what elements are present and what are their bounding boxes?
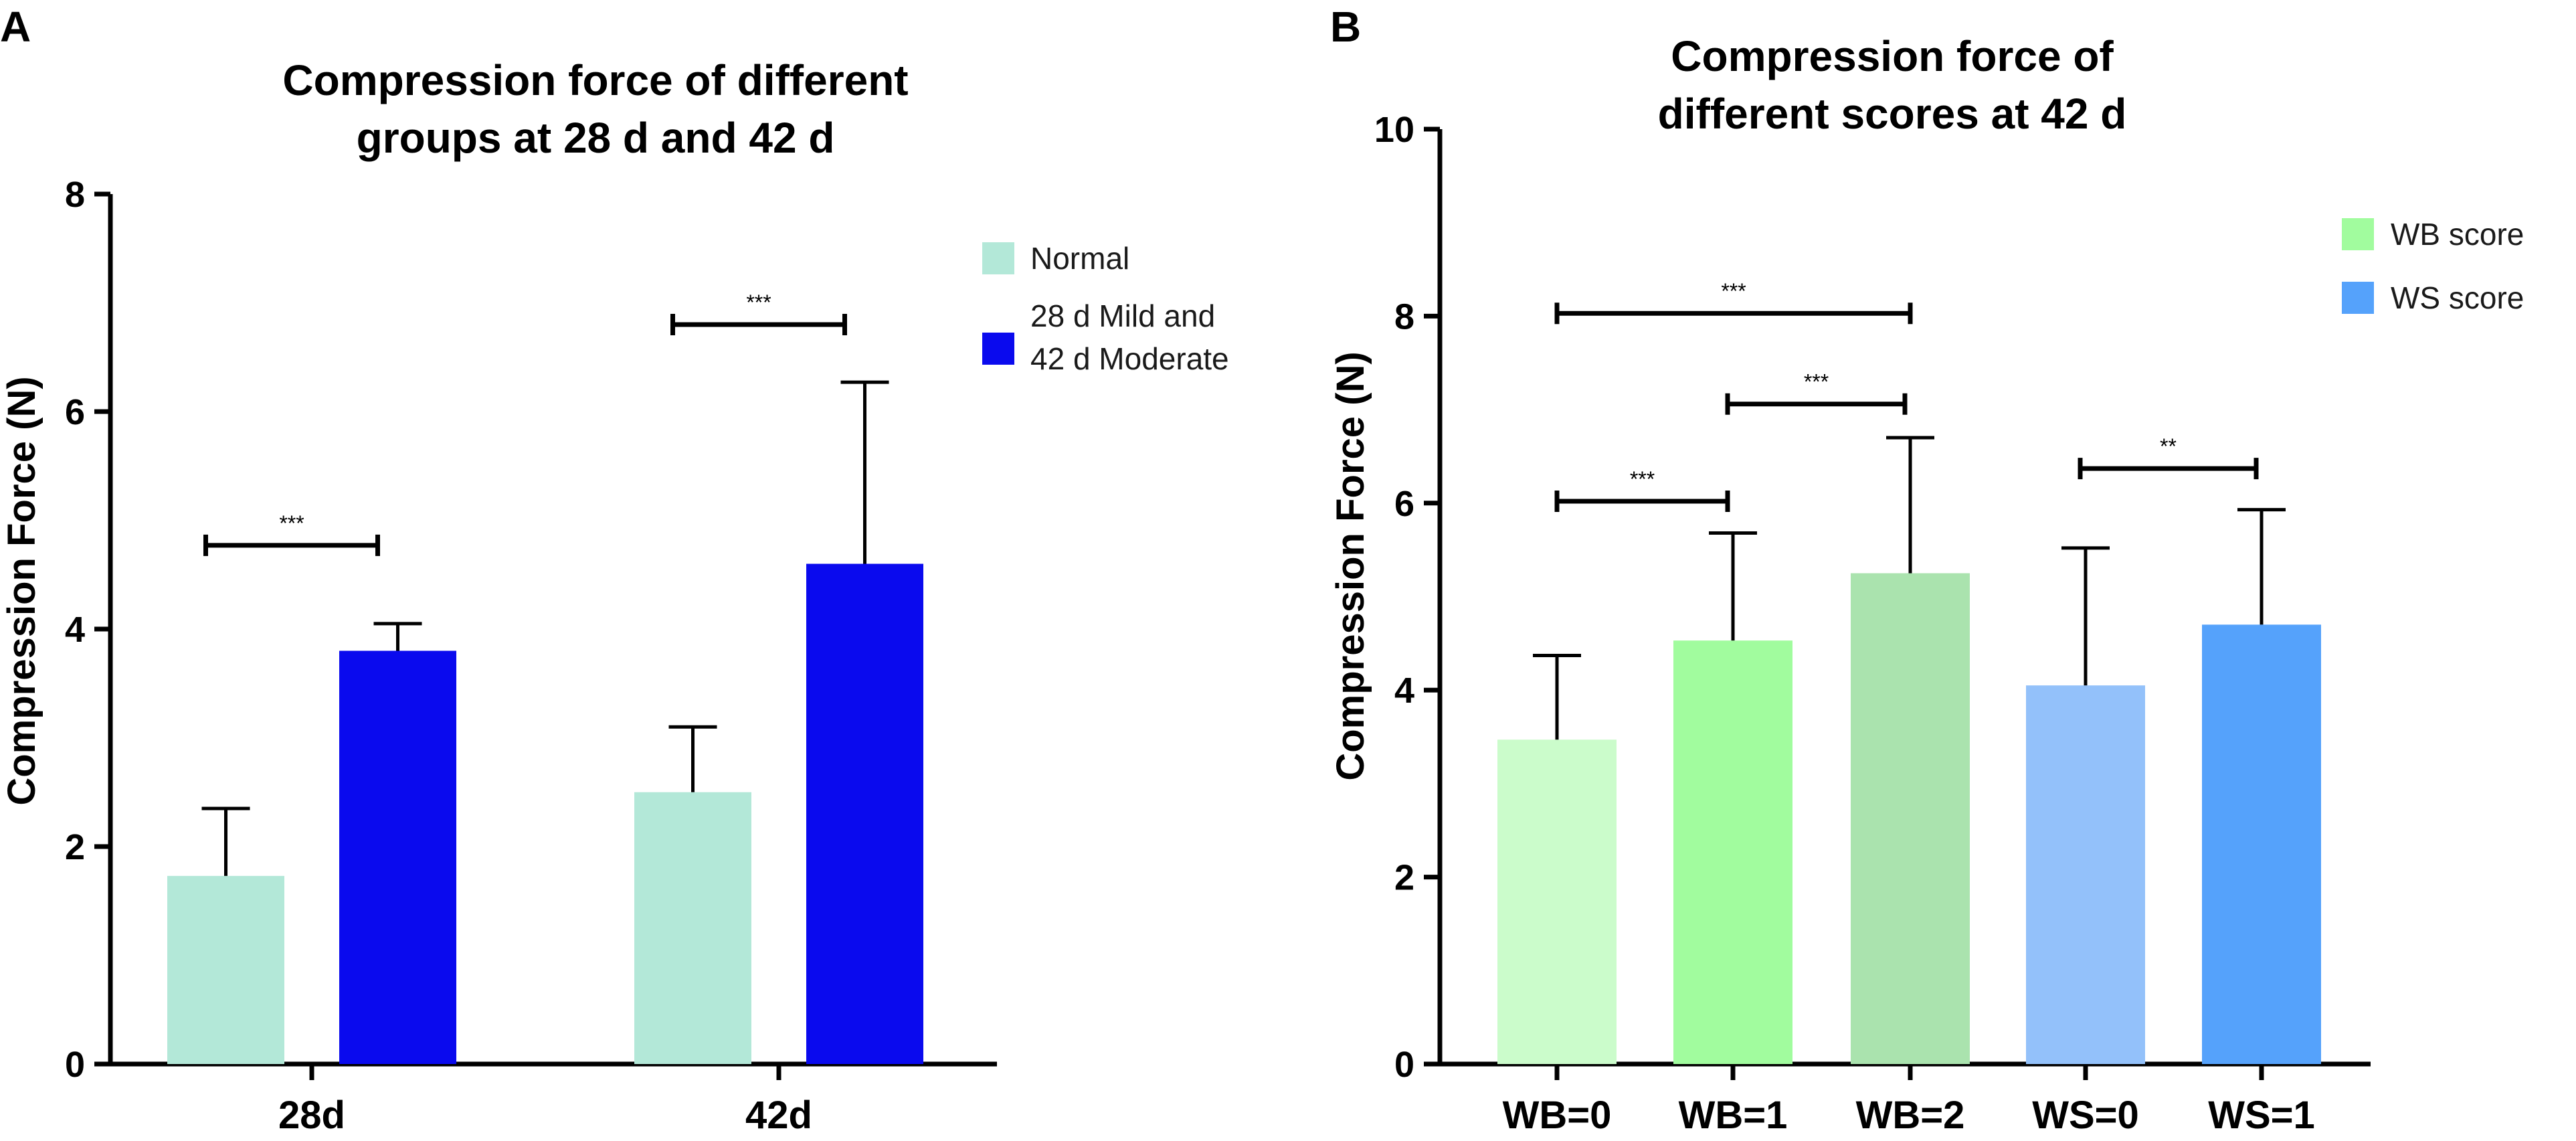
chart-a-legend-label-normal: Normal	[1030, 241, 1129, 276]
panel-b: B Compression force of different scores …	[1329, 3, 2524, 1137]
chart-b-legend-label-ws-score: WS score	[2391, 280, 2524, 315]
chart-b-ws-0-bar	[2026, 685, 2145, 1064]
chart-b-y-tick-label: 2	[1394, 858, 1414, 898]
chart-b-x-tick-label: WS=1	[2208, 1093, 2315, 1137]
chart-b-legend: WB score WS score	[2342, 217, 2524, 315]
chart-b-wb-2-bar	[1851, 573, 1970, 1064]
chart-a-sig-label: ***	[279, 511, 304, 535]
chart-b-title-line-2: different scores at 42 d	[1658, 90, 2127, 138]
chart-a-title-line-1: Compression force of different	[282, 56, 908, 104]
chart-b-ws-1-bar	[2202, 624, 2321, 1064]
chart-b-y-tick-label: 4	[1394, 671, 1414, 711]
chart-a-y-tick-label: 2	[65, 827, 85, 867]
chart-b-sig-label: ***	[1721, 279, 1746, 303]
chart-a-title-line-2: groups at 28 d and 42 d	[357, 114, 835, 162]
chart-a-legend-label-mild-moderate-line-1: 28 d Mild and	[1030, 298, 1215, 333]
chart-a-legend-swatch-mild-moderate	[982, 333, 1014, 365]
chart-b-y-tick-label: 10	[1374, 110, 1414, 150]
chart-a-y-tick-label: 8	[65, 175, 85, 215]
chart-b-y-axis-title: Compression Force (N)	[1329, 351, 1372, 780]
chart-a-normal-bar	[167, 875, 284, 1064]
chart-b-wb-1-bar	[1673, 640, 1792, 1064]
chart-b-title-line-1: Compression force of	[1671, 32, 2114, 80]
chart-a-sig-label: ***	[746, 290, 771, 315]
chart-a-mild-moderate-bar	[806, 563, 923, 1064]
panel-a-letter: A	[0, 3, 31, 51]
chart-b-y-tick-label: 8	[1394, 296, 1414, 337]
chart-b-wb-0-bar	[1497, 739, 1617, 1064]
chart-a-plot: 0 2 4 6 8 28d 42d *** ***	[65, 175, 997, 1137]
chart-b-y-tick-label: 0	[1394, 1045, 1414, 1085]
chart-a-y-axis-title: Compression Force (N)	[0, 376, 43, 805]
chart-a-legend-swatch-normal	[982, 242, 1014, 274]
panel-a: A Compression force of different groups …	[0, 3, 1229, 1137]
chart-a-x-tick-label: 42d	[745, 1093, 812, 1137]
chart-b-sig-label: ***	[1804, 370, 1829, 394]
chart-b-sig-label: **	[2160, 434, 2177, 458]
chart-b-x-tick-label: WS=0	[2032, 1093, 2139, 1137]
chart-b-x-tick-label: WB=1	[1679, 1093, 1788, 1137]
chart-a-normal-bar	[634, 792, 751, 1064]
chart-b-legend-swatch-wb-score	[2342, 218, 2374, 250]
chart-a-legend: Normal 28 d Mild and 42 d Moderate	[982, 241, 1229, 376]
chart-b-sig-label: ***	[1630, 467, 1655, 491]
chart-b-x-tick-label: WB=2	[1856, 1093, 1965, 1137]
chart-a-y-tick-label: 4	[65, 610, 85, 650]
chart-b-legend-label-wb-score: WB score	[2391, 217, 2524, 252]
panel-b-letter: B	[1330, 3, 1361, 51]
chart-a-x-tick-label: 28d	[278, 1093, 345, 1137]
chart-a-legend-label-mild-moderate-line-2: 42 d Moderate	[1030, 341, 1229, 376]
chart-b-x-tick-label: WB=0	[1503, 1093, 1612, 1137]
chart-a-y-tick-label: 0	[65, 1045, 85, 1085]
chart-b-legend-swatch-ws-score	[2342, 282, 2374, 314]
chart-b-y-tick-label: 6	[1394, 484, 1414, 524]
chart-a-y-tick-label: 6	[65, 392, 85, 432]
chart-a-mild-moderate-bar	[339, 650, 456, 1064]
